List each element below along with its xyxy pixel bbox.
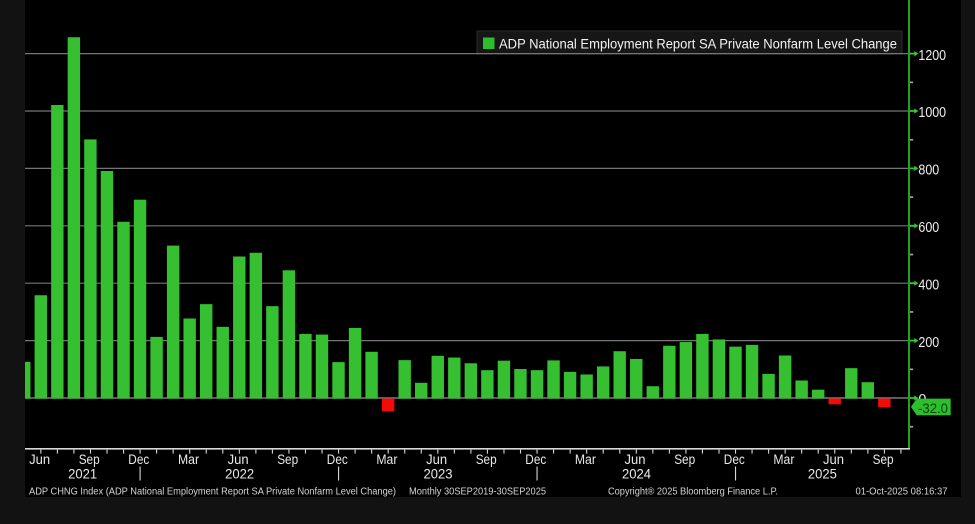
svg-text:Jun: Jun — [228, 452, 249, 467]
svg-text:400: 400 — [918, 277, 939, 293]
svg-text:Mar: Mar — [773, 452, 794, 467]
svg-text:600: 600 — [918, 220, 939, 236]
svg-text:2024: 2024 — [622, 466, 652, 481]
svg-text:Mar: Mar — [575, 452, 596, 467]
svg-text:-32.0: -32.0 — [918, 400, 948, 416]
svg-text:Sep: Sep — [674, 452, 695, 467]
svg-text:200: 200 — [918, 335, 939, 351]
svg-text:2021: 2021 — [68, 466, 97, 481]
svg-text:2025: 2025 — [808, 466, 837, 481]
svg-text:800: 800 — [918, 163, 939, 179]
svg-text:Dec: Dec — [525, 452, 546, 467]
svg-text:Jun: Jun — [625, 452, 646, 467]
svg-text:Jun: Jun — [426, 452, 447, 467]
svg-text:Dec: Dec — [128, 452, 149, 467]
svg-text:2022: 2022 — [225, 466, 254, 481]
svg-text:Jun: Jun — [29, 452, 50, 467]
svg-text:Mar: Mar — [376, 452, 397, 467]
svg-text:Copyright® 2025 Bloomberg Fina: Copyright® 2025 Bloomberg Finance L.P. — [608, 487, 778, 498]
svg-text:01-Oct-2025 08:16:37: 01-Oct-2025 08:16:37 — [856, 487, 948, 498]
svg-text:Sep: Sep — [277, 452, 298, 467]
svg-text:2023: 2023 — [424, 466, 453, 481]
svg-text:Monthly 30SEP2019-30SEP2025: Monthly 30SEP2019-30SEP2025 — [409, 487, 546, 498]
svg-text:Sep: Sep — [79, 452, 100, 467]
svg-text:ADP CHNG Index (ADP National E: ADP CHNG Index (ADP National Employment … — [29, 487, 396, 498]
svg-text:Mar: Mar — [178, 452, 199, 467]
svg-text:1000: 1000 — [918, 105, 946, 121]
svg-text:Dec: Dec — [724, 452, 745, 467]
svg-text:1200: 1200 — [918, 48, 946, 64]
svg-text:Sep: Sep — [476, 452, 497, 467]
svg-text:ADP National Employment Report: ADP National Employment Report SA Privat… — [499, 37, 897, 52]
svg-text:Sep: Sep — [873, 452, 894, 467]
svg-text:Jun: Jun — [823, 452, 844, 467]
svg-text:Dec: Dec — [327, 452, 348, 467]
